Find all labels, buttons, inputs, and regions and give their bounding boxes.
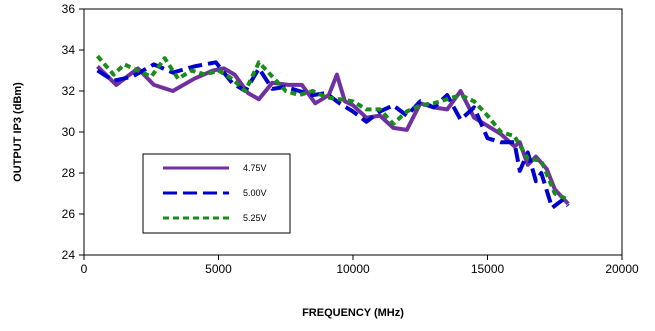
x-tick-label: 0 [81,262,88,276]
y-tick-label: 34 [62,43,76,57]
legend: 4.75V 5.00V 5.25V [142,153,291,234]
x-axis-title: FREQUENCY (MHz) [302,307,404,319]
y-axis-title: OUTPUT IP3 (dBm) [12,82,24,182]
legend-label: 5.00V [243,188,267,198]
series-lines [95,54,570,210]
series-line-5-25v [95,54,570,202]
series-line-5-00v [96,60,570,210]
x-tick-label: 10000 [336,262,370,276]
x-tick-label: 15000 [471,262,505,276]
y-tick-label: 26 [62,207,76,221]
x-tick-label: 5000 [205,262,232,276]
y-tick-label: 36 [62,2,76,16]
y-tick-label: 28 [62,166,76,180]
x-tick-label: 20000 [605,262,639,276]
y-tick-label: 24 [62,248,76,262]
legend-label: 5.25V [243,213,267,223]
legend-label: 4.75V [243,163,267,173]
y-tick-label: 30 [62,125,76,139]
y-tick-label: 32 [62,84,76,98]
y-axis-ticks: 24 26 28 30 32 34 36 [62,2,84,262]
x-axis-ticks: 0 5000 10000 15000 20000 [81,255,639,276]
